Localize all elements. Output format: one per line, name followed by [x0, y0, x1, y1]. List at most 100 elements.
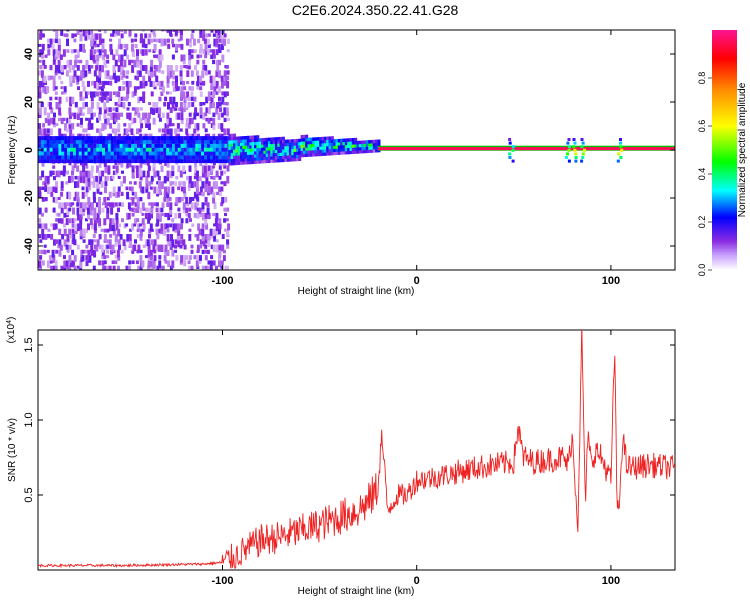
- heatmap-cell: [189, 218, 192, 222]
- heatmap-cell: [284, 152, 288, 156]
- heatmap-cell: [63, 212, 67, 218]
- heatmap-cell: [261, 141, 264, 145]
- heatmap-cell: [212, 181, 216, 189]
- heatmap-cell: [204, 181, 208, 187]
- heatmap-cell: [265, 147, 269, 151]
- heatmap-cell: [41, 160, 45, 167]
- heatmap-cell: [50, 265, 54, 270]
- heatmap-cell: [195, 159, 199, 164]
- heatmap-cell: [40, 70, 44, 78]
- heatmap-cell: [40, 159, 44, 164]
- heatmap-cell: [223, 102, 227, 106]
- heatmap-cell: [131, 117, 135, 125]
- heatmap-cell: [180, 91, 184, 98]
- heatmap-cell: [220, 170, 224, 176]
- heatmap-cell: [256, 141, 260, 145]
- heatmap-cell: [185, 123, 189, 128]
- heatmap-cell: [272, 140, 276, 144]
- heatmap-cell: [199, 212, 203, 218]
- heatmap-cell: [116, 191, 120, 198]
- heatmap-cell: [201, 249, 205, 255]
- heatmap-cell: [130, 59, 134, 64]
- heatmap-cell: [128, 136, 132, 141]
- heatmap-cell: [54, 54, 58, 60]
- heatmap-cell: [202, 212, 205, 221]
- heatmap-cell: [149, 38, 153, 43]
- heatmap-cell: [153, 202, 157, 207]
- heatmap-cell: [53, 112, 56, 118]
- heatmap-cell: [228, 155, 232, 160]
- heatmap-cell: [337, 145, 341, 149]
- heatmap-cell: [185, 197, 189, 204]
- heatmap-cell: [82, 170, 86, 177]
- heatmap-cell: [191, 30, 195, 33]
- heatmap-cell: [205, 117, 209, 122]
- heatmap-cell: [254, 135, 257, 139]
- heatmap-cell: [60, 170, 64, 175]
- heatmap-cell: [57, 218, 61, 224]
- heatmap-cell: [581, 156, 585, 159]
- heatmap-cell: [126, 54, 130, 60]
- heatmap-cell: [76, 212, 80, 221]
- heatmap-cell: [137, 136, 140, 141]
- heatmap-cell: [104, 181, 108, 187]
- heatmap-cell: [196, 170, 199, 179]
- heatmap-cell: [216, 244, 220, 253]
- heatmap-cell: [240, 151, 243, 156]
- heatmap-cell: [115, 191, 118, 198]
- heatmap-cell: [74, 175, 78, 180]
- heatmap-cell: [82, 65, 86, 72]
- heatmap-cell: [58, 143, 62, 148]
- heatmap-cell: [212, 159, 216, 164]
- heatmap-cell: [347, 138, 351, 142]
- heatmap-cell: [145, 159, 149, 164]
- heatmap-cell: [193, 191, 197, 199]
- snr-ytick-label: 1.0: [23, 412, 35, 427]
- heatmap-cell: [117, 265, 120, 270]
- heatmap-cell: [96, 212, 100, 220]
- heatmap-cell: [85, 117, 89, 121]
- heatmap-cell: [115, 112, 119, 119]
- heatmap-cell: [93, 159, 97, 164]
- heatmap-cell: [57, 65, 61, 71]
- heatmap-cell: [223, 207, 227, 212]
- heatmap-cell: [237, 136, 241, 140]
- heatmap-cell: [194, 65, 197, 71]
- heatmap-cell: [233, 133, 236, 138]
- heatmap-cell: [157, 244, 161, 252]
- heatmap-cell: [157, 159, 161, 164]
- heatmap-cell: [136, 49, 139, 56]
- heatmap-cell: [112, 117, 116, 125]
- heatmap-cell: [63, 260, 67, 268]
- heatmap-cell: [138, 170, 142, 177]
- heatmap-cell: [60, 70, 64, 75]
- heatmap-cell: [152, 244, 156, 253]
- heatmap-cell: [96, 136, 100, 141]
- heatmap-cell: [64, 136, 68, 141]
- heatmap-cell: [258, 144, 262, 148]
- heatmap-cell: [183, 159, 187, 164]
- heatmap-cell: [114, 239, 118, 247]
- heatmap-cell: [314, 143, 318, 147]
- heatmap-cell: [212, 80, 216, 87]
- heatmap-cell: [242, 142, 246, 146]
- heatmap-cell: [145, 155, 149, 160]
- heatmap-cell: [207, 181, 211, 187]
- heatmap-cell: [242, 139, 246, 143]
- heatmap-cell: [202, 80, 206, 86]
- heatmap-cell: [53, 175, 56, 181]
- heatmap-cell: [156, 212, 160, 220]
- heatmap-cell: [209, 49, 213, 53]
- heatmap-cell: [215, 38, 219, 45]
- heatmap-cell: [178, 197, 182, 203]
- heatmap-cell: [249, 138, 253, 143]
- heatmap-cell: [76, 65, 80, 71]
- heatmap-cell: [188, 255, 192, 260]
- heatmap-cell: [98, 86, 102, 90]
- heatmap-cell: [221, 244, 225, 252]
- heatmap-cell: [247, 157, 250, 162]
- heatmap-cell: [49, 65, 53, 71]
- heatmap-cell: [121, 170, 124, 174]
- heatmap-cell: [166, 175, 170, 182]
- spectrogram-ylabel: Frequency (Hz): [7, 116, 18, 185]
